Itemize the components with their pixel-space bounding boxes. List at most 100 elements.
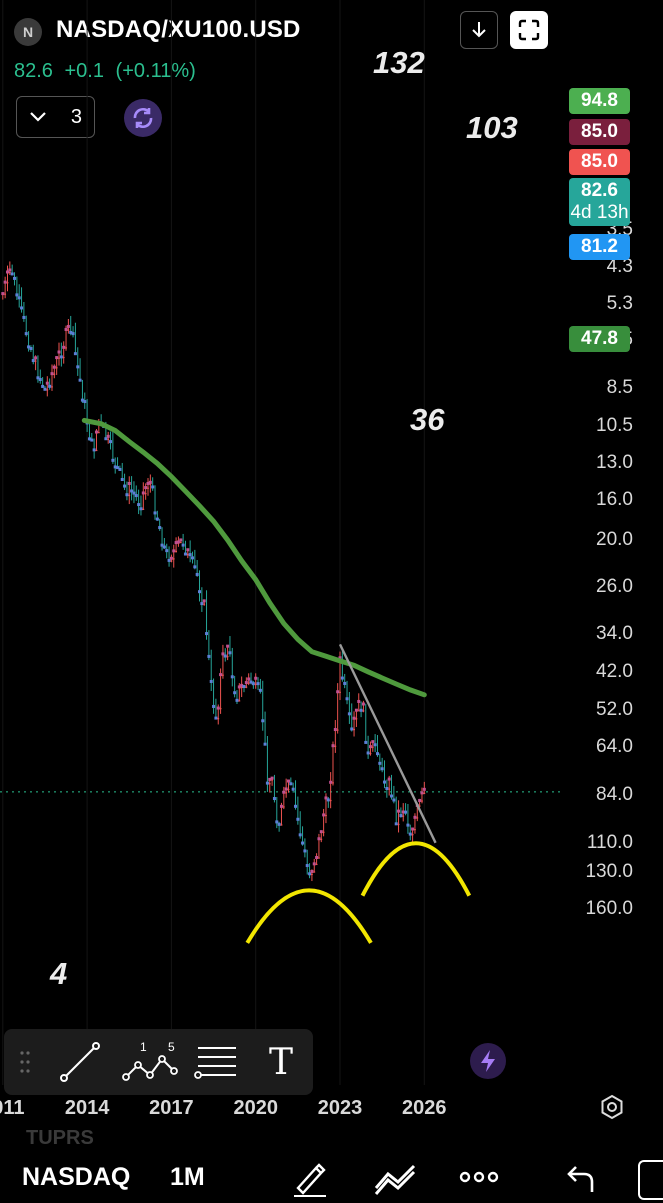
candle-body — [6, 282, 9, 284]
candle-close-marker — [345, 697, 349, 701]
candle-body — [332, 782, 334, 784]
candle-body — [172, 558, 175, 560]
candle-close-marker — [106, 434, 110, 438]
candle-close-marker — [158, 526, 162, 530]
text-tool-icon: T — [268, 1041, 293, 1083]
candle-body — [58, 357, 60, 359]
candle-close-marker — [265, 781, 269, 785]
candle-body — [247, 682, 250, 684]
candle-close-marker — [221, 652, 225, 656]
candle-close-marker — [347, 712, 351, 716]
candle-close-marker — [22, 315, 26, 319]
candle-close-marker — [343, 681, 347, 685]
partial-panel-button[interactable] — [638, 1160, 663, 1200]
candle-close-marker — [251, 682, 255, 686]
candle-body — [397, 823, 400, 826]
candle-body — [268, 783, 271, 785]
y-tick-label: 64.0 — [596, 735, 633, 757]
candle-body — [355, 718, 358, 720]
candle-close-marker — [162, 545, 166, 549]
candle-body — [282, 806, 285, 808]
candle-close-marker — [41, 384, 45, 388]
candle-close-marker — [308, 872, 312, 876]
candle-close-marker — [172, 549, 176, 553]
settings-button[interactable] — [598, 1093, 626, 1126]
indicators-button[interactable] — [372, 1160, 418, 1201]
price-tag: 85.0 — [569, 149, 630, 175]
candle-close-marker — [183, 552, 187, 556]
candle-close-marker — [80, 398, 84, 402]
candle-close-marker — [109, 440, 113, 444]
candle-close-marker — [357, 699, 361, 703]
candle-close-marker — [223, 654, 227, 658]
candle-body — [315, 863, 318, 866]
interval-button[interactable]: 1M — [170, 1163, 205, 1191]
candle-close-marker — [270, 776, 274, 780]
trend-line-tool[interactable] — [54, 1029, 106, 1095]
bottom-symbol-button[interactable]: NASDAQ — [22, 1163, 131, 1191]
fib-lines-tool[interactable] — [188, 1029, 244, 1095]
candle-close-marker — [55, 356, 59, 360]
price-chart[interactable]: 132 103 36 4 — [0, 0, 663, 1100]
draw-button[interactable] — [290, 1158, 330, 1203]
candle-body — [149, 483, 152, 485]
candle-close-marker — [202, 599, 206, 603]
candle-close-marker — [387, 777, 391, 781]
trend-line — [338, 643, 437, 844]
zigzag-tool[interactable]: 1 5 — [118, 1029, 182, 1095]
download-button[interactable] — [460, 11, 498, 49]
candle-body — [353, 728, 355, 731]
candle-close-marker — [394, 822, 398, 826]
candle-body — [67, 329, 70, 331]
candle-body — [142, 508, 145, 510]
more-button[interactable] — [458, 1170, 500, 1189]
undo-button[interactable] — [560, 1160, 596, 1201]
candle-close-marker — [57, 350, 61, 354]
candle-close-marker — [350, 727, 354, 731]
candle-body — [4, 293, 7, 295]
candle-close-marker — [137, 503, 141, 507]
indicator-toggle-button[interactable]: 3 — [16, 96, 95, 138]
text-tool[interactable]: T — [256, 1029, 306, 1095]
candles — [1, 261, 426, 882]
candle-close-marker — [120, 478, 124, 482]
candle-close-marker — [298, 833, 302, 837]
candle-close-marker — [31, 359, 35, 363]
candle-close-marker — [312, 862, 316, 866]
sync-icon — [133, 107, 153, 129]
candle-body — [371, 746, 374, 748]
candle-close-marker — [66, 324, 70, 328]
symbol-logo: N — [14, 18, 42, 46]
symbol-title[interactable]: NASDAQ/XU100.USD — [56, 16, 301, 43]
candle-close-marker — [90, 438, 94, 442]
candle-close-marker — [242, 684, 246, 688]
candle-close-marker — [59, 355, 63, 359]
candle-body — [219, 708, 222, 710]
candle-close-marker — [27, 345, 31, 349]
candle-close-marker — [413, 815, 417, 819]
toolbar-drag-handle[interactable] — [10, 1029, 40, 1095]
lightning-button[interactable] — [470, 1043, 506, 1079]
candle-body — [287, 788, 290, 791]
candle-close-marker — [153, 511, 157, 515]
candle-close-marker — [331, 744, 335, 748]
candle-close-marker — [263, 742, 267, 746]
fullscreen-button[interactable] — [510, 11, 548, 49]
candle-close-marker — [151, 485, 155, 489]
candle-close-marker — [272, 797, 276, 801]
candle-body — [97, 432, 100, 434]
x-tick-label: 2017 — [149, 1097, 194, 1119]
candle-close-marker — [315, 855, 319, 859]
sync-button[interactable] — [124, 99, 162, 137]
candle-close-marker — [130, 489, 134, 493]
candle-close-marker — [76, 365, 80, 369]
candle-close-marker — [92, 448, 96, 452]
candle-close-marker — [10, 272, 14, 276]
candle-close-marker — [256, 682, 260, 686]
candle-close-marker — [247, 677, 251, 681]
fib-lines-icon — [194, 1047, 236, 1079]
candle-body — [217, 718, 220, 720]
candle-close-marker — [301, 841, 305, 845]
candle-close-marker — [20, 306, 24, 310]
candle-body — [416, 817, 419, 819]
